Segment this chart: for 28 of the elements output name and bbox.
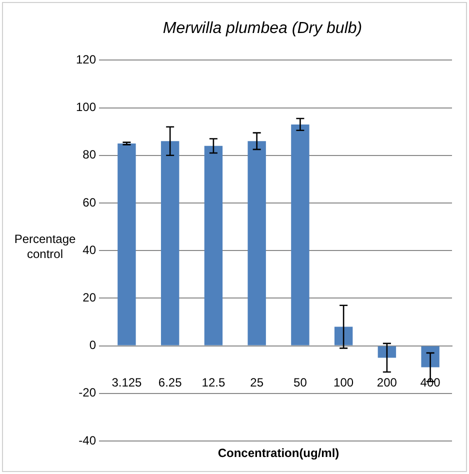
y-tick-label: 100 [76,100,96,114]
y-tick-label: -20 [78,386,96,400]
x-tick-label: 3.125 [112,375,142,390]
bar [160,141,180,346]
bar [118,144,136,346]
x-tick-label: 6.25 [158,375,182,390]
y-tick-label: 80 [82,148,96,162]
y-axis-title: Percentage control [14,232,76,262]
x-tick-label: 25 [250,375,264,390]
bar [291,124,310,346]
x-tick-label: 50 [294,375,308,390]
y-tick-label: 20 [82,290,96,305]
y-tick-label: 120 [76,52,96,67]
y-tick-label: 40 [82,242,96,257]
bar [204,146,223,346]
bar [421,346,440,368]
x-tick-label: 12.5 [202,375,226,390]
bar [378,346,396,358]
y-tick-label: -40 [78,433,96,448]
y-tick-label: 60 [82,195,96,210]
chart-title: Merwilla plumbea (Dry bulb) [162,20,362,38]
x-tick-label: 400 [420,375,441,390]
x-tick-label: 100 [334,375,354,390]
bar [248,141,266,346]
bar [334,326,353,346]
y-tick-label: 0 [89,338,96,352]
x-tick-label: 200 [376,375,398,390]
x-axis-title: Concentration(ug/ml) [218,446,340,460]
